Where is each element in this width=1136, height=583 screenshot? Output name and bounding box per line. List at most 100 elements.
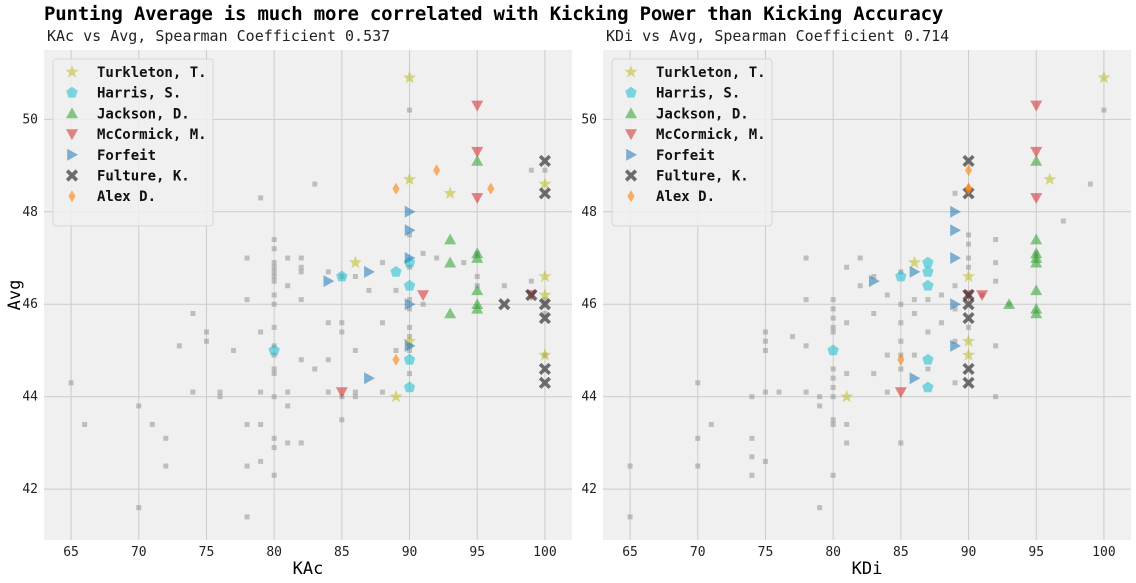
background-point xyxy=(966,255,972,261)
legend-label: Fulture, K. xyxy=(97,169,190,185)
background-point xyxy=(149,421,155,427)
background-point xyxy=(136,505,142,511)
background-point xyxy=(925,329,931,335)
data-point xyxy=(471,100,484,112)
background-point xyxy=(938,292,944,298)
background-point xyxy=(695,463,701,469)
data-point xyxy=(840,389,854,403)
background-point xyxy=(911,297,917,303)
background-point xyxy=(271,445,277,451)
background-point xyxy=(258,421,264,427)
data-point xyxy=(964,164,973,177)
background-point xyxy=(258,389,264,395)
y-tick-label: 50 xyxy=(581,112,597,127)
data-point xyxy=(392,353,400,366)
background-point xyxy=(298,440,304,446)
background-point xyxy=(82,421,88,427)
x-axis-label: KDi xyxy=(852,559,883,579)
y-tick-label: 42 xyxy=(22,482,38,497)
data-point xyxy=(498,298,511,311)
background-point xyxy=(898,366,904,372)
background-point xyxy=(271,371,277,377)
background-point xyxy=(1060,218,1066,224)
background-point xyxy=(163,463,169,469)
background-point xyxy=(271,292,277,298)
data-point xyxy=(444,256,457,268)
data-point xyxy=(922,353,934,365)
data-point xyxy=(389,389,403,403)
legend-marker xyxy=(625,86,637,98)
data-point xyxy=(538,298,551,311)
background-point xyxy=(884,352,890,358)
data-point xyxy=(1030,154,1043,166)
legend-label: Harris, S. xyxy=(656,86,740,102)
data-point xyxy=(403,334,417,347)
background-point xyxy=(749,454,755,460)
background-point xyxy=(434,255,440,261)
background-point xyxy=(952,380,958,386)
x-tick-label: 65 xyxy=(622,545,638,560)
x-tick-label: 85 xyxy=(893,545,909,560)
legend-marker xyxy=(66,86,78,98)
background-point xyxy=(762,347,768,353)
background-point xyxy=(271,394,277,400)
data-point xyxy=(950,205,961,218)
data-point xyxy=(907,255,921,269)
data-point xyxy=(1003,298,1016,310)
background-point xyxy=(379,389,385,395)
background-point xyxy=(190,310,196,316)
data-point xyxy=(364,265,375,278)
data-point xyxy=(964,182,973,195)
legend-label: Forfeit xyxy=(97,148,156,164)
background-point xyxy=(271,237,277,243)
background-point xyxy=(298,264,304,270)
x-tick-label: 100 xyxy=(533,545,556,560)
data-point xyxy=(487,182,495,195)
y-tick-label: 48 xyxy=(22,205,38,220)
data-point xyxy=(471,284,484,296)
data-point xyxy=(922,279,934,291)
background-point xyxy=(830,315,836,321)
background-point xyxy=(325,320,331,326)
data-point xyxy=(962,312,975,325)
y-tick-label: 46 xyxy=(22,297,38,312)
background-point xyxy=(271,324,277,330)
background-point xyxy=(271,274,277,280)
background-point xyxy=(708,421,714,427)
background-point xyxy=(830,384,836,390)
background-point xyxy=(271,269,277,275)
data-point xyxy=(868,275,880,288)
data-point xyxy=(403,70,417,84)
background-point xyxy=(352,347,358,353)
background-point xyxy=(285,440,291,446)
legend-marker xyxy=(65,65,79,78)
y-tick-label: 42 xyxy=(581,482,597,497)
y-tick-label: 44 xyxy=(22,390,38,405)
background-point xyxy=(749,472,755,478)
background-point xyxy=(393,287,399,293)
legend-marker xyxy=(67,148,78,161)
background-point xyxy=(1087,181,1093,187)
legend-box xyxy=(52,58,214,227)
data-point xyxy=(404,205,416,218)
background-point xyxy=(68,380,74,386)
background-point xyxy=(966,324,972,330)
data-point xyxy=(1097,70,1111,84)
x-tick-label: 70 xyxy=(131,545,147,560)
background-point xyxy=(461,260,467,266)
legend-marker xyxy=(627,190,635,203)
chart-subtitle: KDi vs Avg, Spearman Coefficient 0.714 xyxy=(606,27,949,45)
x-tick-label: 75 xyxy=(758,545,774,560)
background-point xyxy=(925,297,931,303)
background-point xyxy=(749,394,755,400)
x-tick-label: 85 xyxy=(334,545,350,560)
background-point xyxy=(762,389,768,395)
background-point xyxy=(285,283,291,289)
legend-marker xyxy=(624,169,638,182)
data-point xyxy=(404,298,416,311)
background-point xyxy=(844,371,850,377)
x-tick-label: 75 xyxy=(199,545,215,560)
data-point xyxy=(348,255,362,269)
background-point xyxy=(420,250,426,256)
